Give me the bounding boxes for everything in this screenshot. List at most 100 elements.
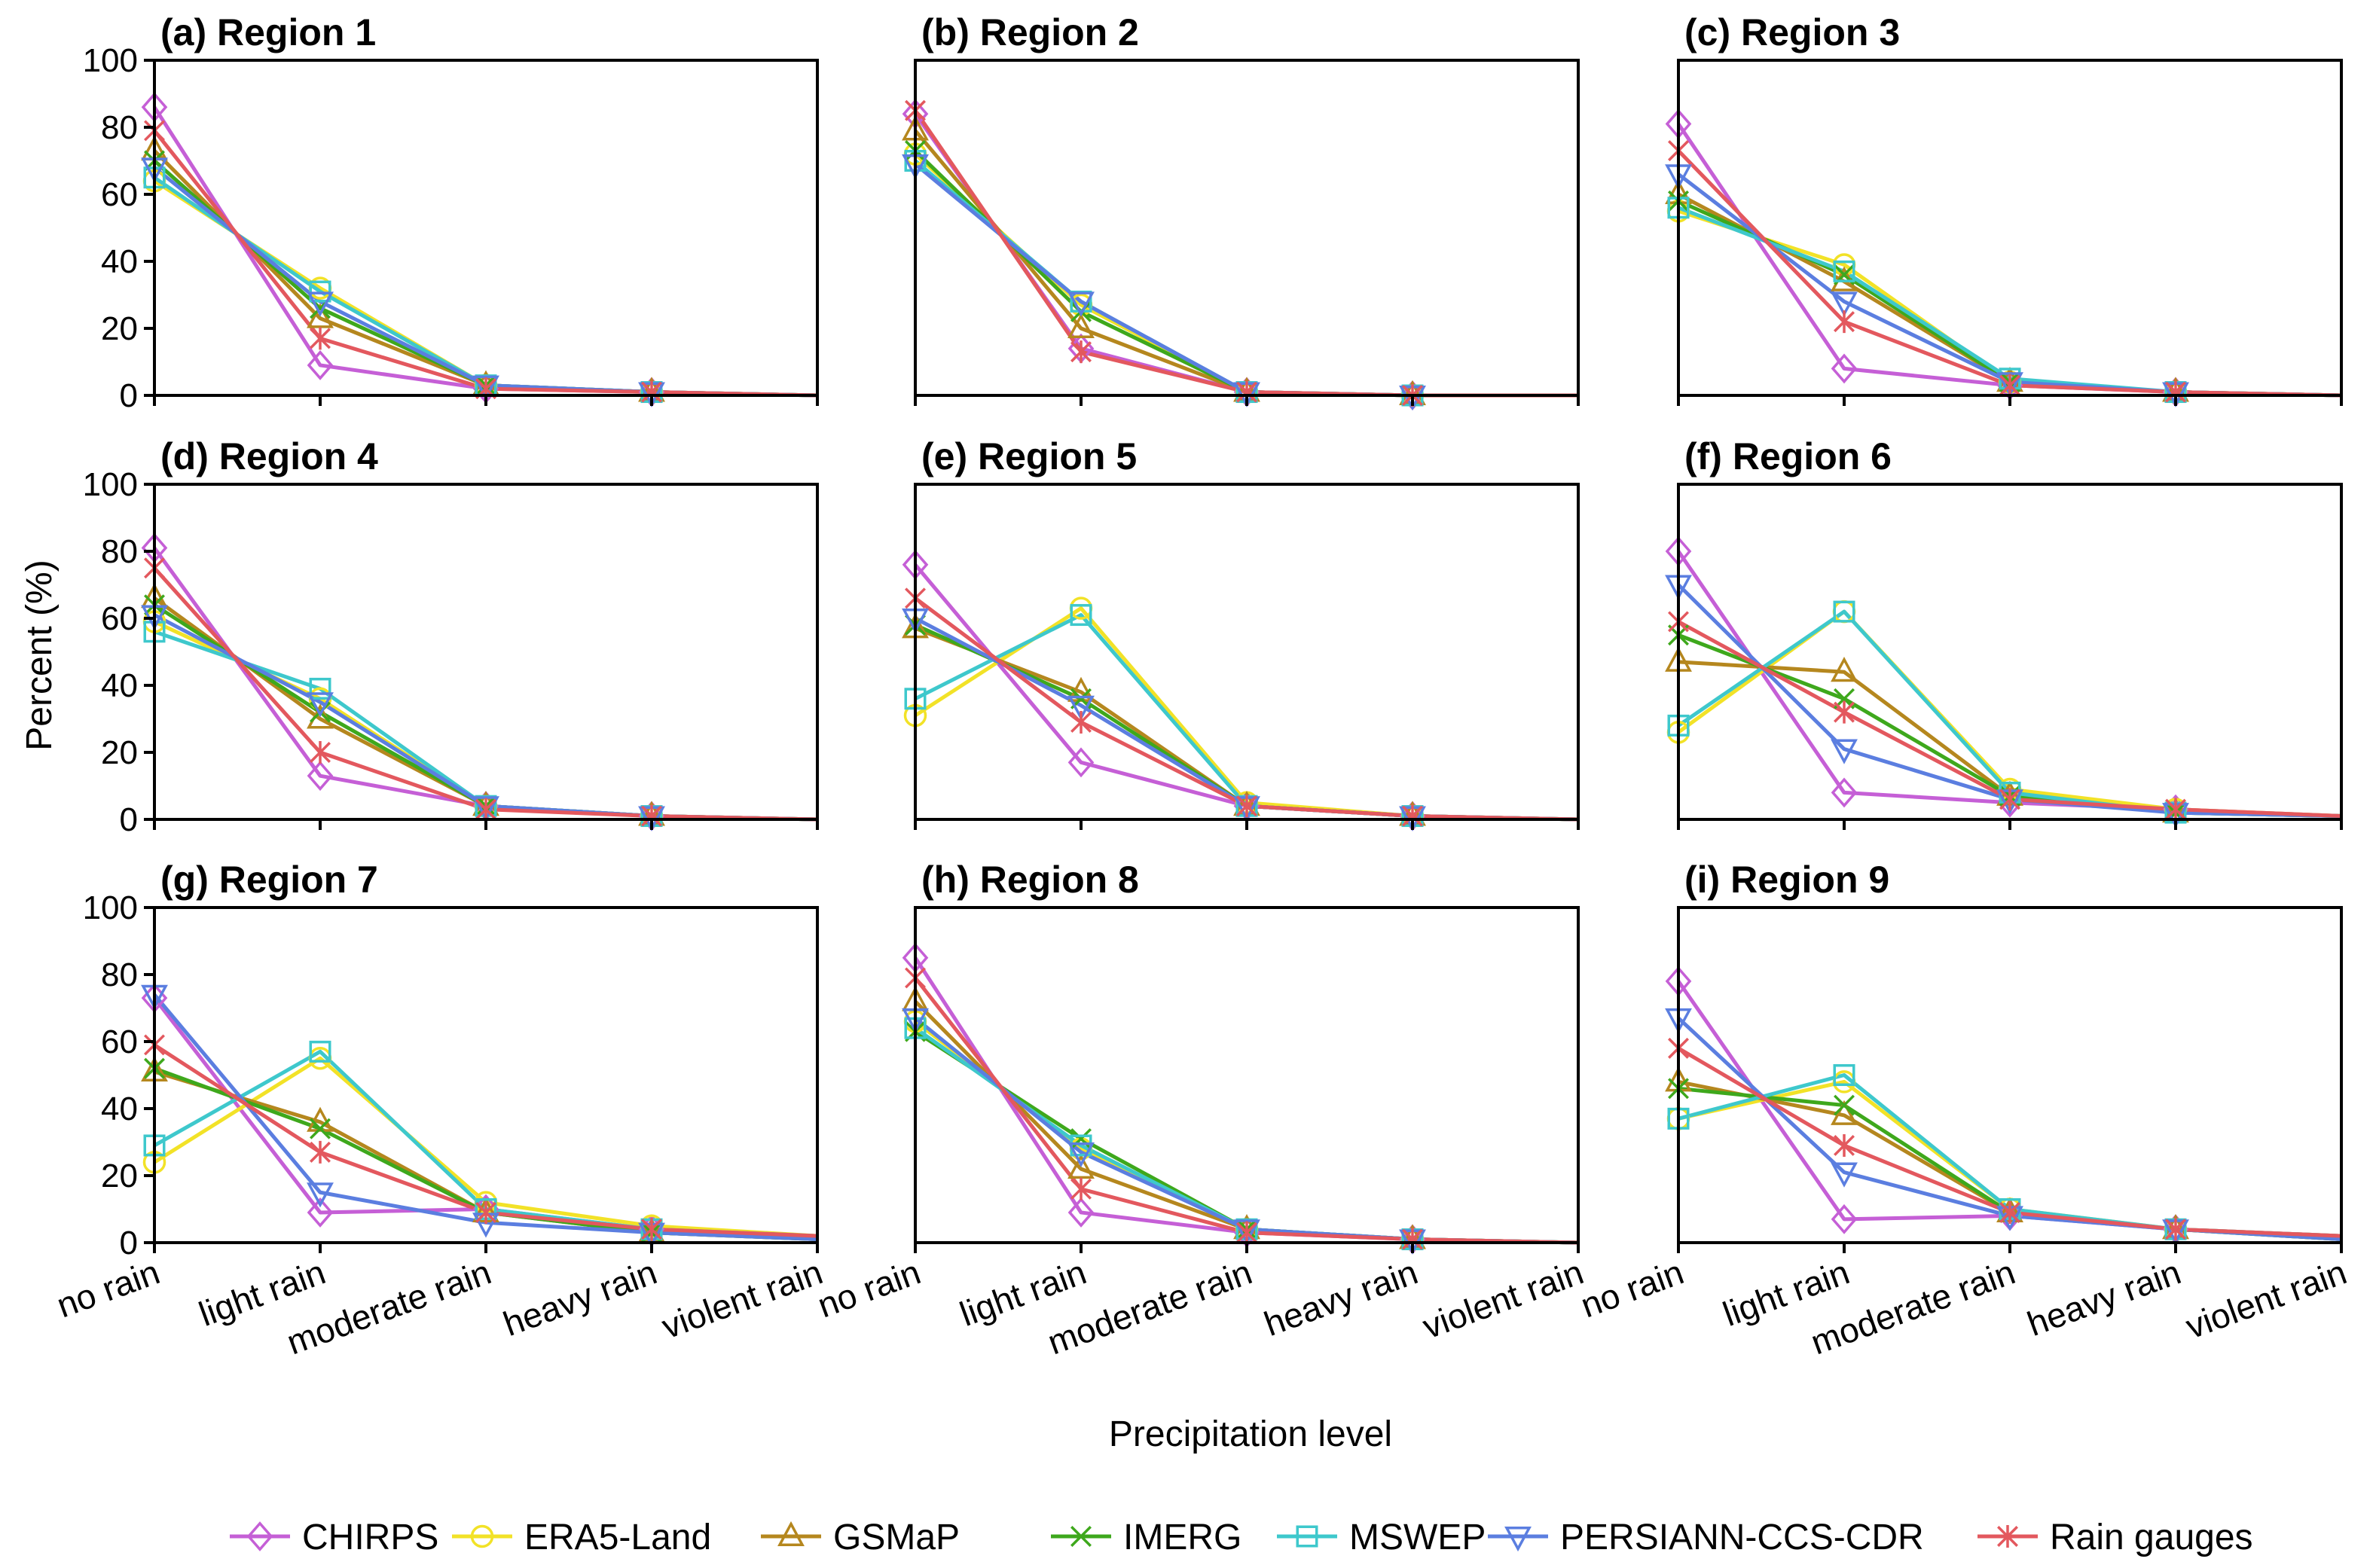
data-point-imerg: [310, 1118, 331, 1139]
plot-frame: [153, 59, 819, 397]
series-line-rain-gauges: [153, 566, 818, 822]
data-point-rain-gauges: [1070, 710, 1092, 734]
panel-title: (c) Region 3: [1684, 11, 1900, 53]
series-line-mswep: [914, 1027, 1579, 1245]
data-point-persiann-ccs-cdr: [1067, 1142, 1095, 1168]
x-tick-label: heavy rain: [2022, 1252, 2185, 1344]
y-tick-label: 0: [120, 801, 138, 838]
series-group: [141, 92, 818, 407]
data-point-persiann-ccs-cdr: [472, 375, 499, 401]
panel-1: (a) Region 1 0 20 40 60 80 100: [83, 11, 819, 414]
legend: CHIRPS ERA5-Land GSMaP IMERG MSWEP PERSIANN-C…: [230, 1518, 2253, 1557]
series-line-era5-land: [914, 1020, 1579, 1245]
panel-title: (d) Region 4: [160, 435, 378, 477]
data-point-chirps: [1067, 1197, 1095, 1228]
data-point-rain-gauges: [1999, 788, 2020, 811]
panel-2: (b) Region 2: [902, 11, 1580, 411]
data-point-persiann-ccs-cdr: [1831, 291, 1858, 317]
data-point-gsmap: [307, 303, 334, 328]
data-point-persiann-ccs-cdr: [1831, 739, 1858, 764]
y-tick-label: 60: [101, 176, 138, 213]
x-tick-label: violent rain: [657, 1252, 828, 1347]
x-axis-title: Precipitation level: [1109, 1414, 1392, 1454]
x-tick-label: no rain: [1575, 1252, 1688, 1325]
y-tick-label: 80: [101, 956, 138, 993]
legend-label: ERA5-Land: [524, 1518, 711, 1557]
plot-frame: [1677, 906, 2343, 1244]
series-group: [1665, 108, 2342, 407]
legend-label: MSWEP: [1349, 1518, 1486, 1557]
series-line-era5-land: [153, 179, 818, 398]
plot-frame: [914, 906, 1580, 1244]
series-line-mswep: [914, 613, 1579, 822]
legend-marker-chirps: [246, 1521, 273, 1551]
data-point-mswep: [309, 1040, 331, 1063]
panel-4: (d) Region 4 0 20 40 60 80 100: [83, 435, 819, 838]
data-point-mswep: [1833, 260, 1855, 282]
series-line-gsmap: [153, 149, 818, 398]
y-tick-label: 60: [101, 600, 138, 637]
panel-title: (h) Region 8: [921, 859, 1139, 901]
data-point-chirps: [307, 350, 334, 380]
legend-label: PERSIANN-CCS-CDR: [1560, 1518, 1924, 1557]
legend-marker-gsmap: [777, 1521, 805, 1546]
series-group: [902, 99, 1578, 411]
data-point-persiann-ccs-cdr: [1233, 1219, 1260, 1245]
plot-frame: [1677, 59, 2343, 397]
y-tick-label: 20: [101, 1158, 138, 1194]
data-point-chirps: [1831, 353, 1858, 384]
series-line-chirps: [152, 547, 818, 822]
legend-label: IMERG: [1123, 1518, 1241, 1557]
y-tick-label: 40: [101, 1091, 138, 1127]
series-line-persiann-ccs-cdr: [153, 166, 818, 398]
series-line-era5-land: [153, 620, 818, 822]
plot-frame: [914, 59, 1580, 397]
legend-marker-rain-gauges: [1997, 1525, 2018, 1548]
data-point-gsmap: [1831, 1100, 1858, 1125]
legend-marker-imerg: [1070, 1526, 1092, 1547]
series-line-imerg: [914, 623, 1579, 822]
series-line-imerg: [153, 159, 818, 398]
legend-item-chirps: CHIRPS: [230, 1518, 438, 1557]
data-point-rain-gauges: [1999, 374, 2020, 397]
legend-item-gsmap: GSMaP: [761, 1518, 960, 1557]
data-point-chirps: [1831, 1203, 1858, 1234]
panel-title: (i) Region 9: [1684, 859, 1889, 901]
series-line-chirps: [914, 563, 1579, 822]
series-group: [902, 942, 1579, 1255]
data-point-persiann-ccs-cdr: [1831, 1162, 1858, 1188]
data-point-mswep: [1070, 604, 1092, 627]
data-point-chirps: [1067, 747, 1095, 778]
data-point-chirps: [1831, 777, 1858, 808]
data-point-mswep: [1833, 1064, 1855, 1086]
data-point-chirps: [307, 761, 334, 792]
panel-title: (b) Region 2: [921, 11, 1139, 53]
data-point-rain-gauges: [1834, 700, 1855, 724]
x-tick-label: no rain: [51, 1252, 164, 1325]
series-group: [1665, 536, 2342, 828]
data-point-imerg: [1070, 1128, 1092, 1150]
y-tick-label: 100: [83, 889, 138, 926]
y-tick-label: 80: [101, 533, 138, 570]
data-point-rain-gauges: [2165, 1218, 2186, 1241]
y-tick-label: 20: [101, 734, 138, 771]
y-tick-label: 20: [101, 310, 138, 347]
legend-marker-mswep: [1296, 1525, 1318, 1548]
data-point-rain-gauges: [310, 327, 331, 350]
series-line-era5-land: [914, 152, 1578, 398]
data-point-rain-gauges: [1834, 1133, 1855, 1157]
panel-title: (a) Region 1: [160, 11, 376, 53]
series-line-persiann-ccs-cdr: [914, 163, 1578, 398]
series-line-gsmap: [914, 129, 1578, 398]
data-point-rain-gauges: [1070, 340, 1092, 364]
data-point-persiann-ccs-cdr: [307, 692, 334, 718]
series-line-persiann-ccs-cdr: [1677, 172, 2342, 398]
legend-marker-era5-land: [470, 1524, 494, 1548]
data-point-imerg: [1834, 1094, 1855, 1116]
data-point-rain-gauges: [310, 1140, 331, 1164]
series-line-imerg: [914, 149, 1578, 398]
y-tick-label: 40: [101, 667, 138, 704]
y-tick-label: 40: [101, 243, 138, 280]
